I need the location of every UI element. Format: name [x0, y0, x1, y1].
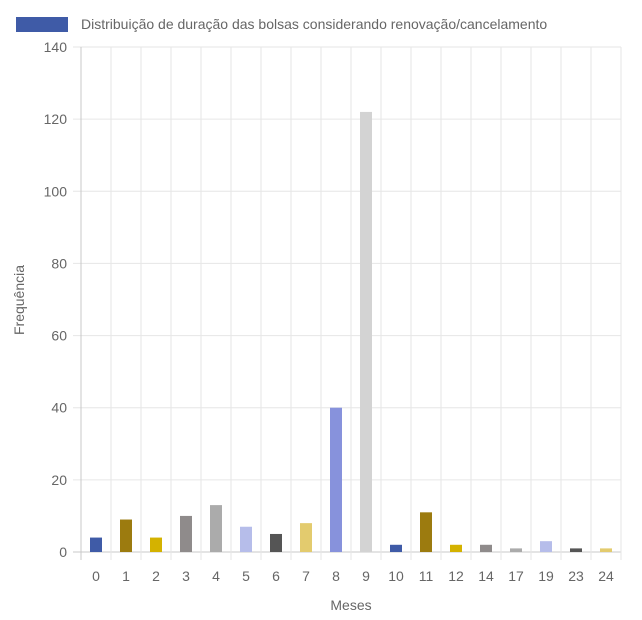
- x-tick-label: 7: [302, 568, 310, 584]
- y-tick-label: 20: [51, 472, 67, 488]
- x-tick-label: 10: [388, 568, 404, 584]
- y-tick-label: 40: [51, 400, 67, 416]
- bar-14[interactable]: [480, 544, 492, 552]
- bar-6[interactable]: [270, 533, 282, 552]
- legend-label: Distribuição de duração das bolsas consi…: [81, 16, 547, 32]
- x-tick-label: 17: [508, 568, 524, 584]
- bar-24[interactable]: [600, 548, 612, 552]
- bar-17[interactable]: [510, 548, 522, 552]
- bar-0[interactable]: [90, 537, 102, 552]
- bar-7[interactable]: [300, 523, 312, 552]
- x-axis-title: Meses: [330, 597, 371, 613]
- legend[interactable]: Distribuição de duração das bolsas consi…: [16, 16, 547, 32]
- bar-4[interactable]: [210, 505, 222, 552]
- bars: [90, 111, 612, 552]
- x-tick-label: 12: [448, 568, 464, 584]
- bar-9[interactable]: [360, 111, 372, 552]
- x-tick-label: 3: [182, 568, 190, 584]
- bar-8[interactable]: [330, 407, 342, 552]
- y-tick-label: 140: [44, 39, 68, 55]
- bar-5[interactable]: [240, 526, 252, 552]
- x-tick-label: 5: [242, 568, 250, 584]
- bar-3[interactable]: [180, 515, 192, 552]
- y-tick-label: 0: [59, 544, 67, 560]
- x-tick-label: 11: [419, 568, 434, 584]
- x-tick-label: 4: [212, 568, 220, 584]
- bar-1[interactable]: [120, 519, 132, 552]
- bar-19[interactable]: [540, 541, 552, 552]
- x-tick-label: 1: [122, 568, 130, 584]
- y-tick-label: 100: [44, 183, 68, 199]
- y-tick-label: 120: [44, 111, 68, 127]
- y-axis-title: Frequência: [11, 265, 27, 335]
- x-tick-label: 14: [478, 568, 494, 584]
- y-axis-ticks: 0 20 40 60 80 100 120 140: [44, 39, 68, 560]
- x-tick-label: 0: [92, 568, 100, 584]
- y-tick-label: 60: [51, 328, 67, 344]
- bar-12[interactable]: [450, 544, 462, 552]
- bar-11[interactable]: [420, 512, 432, 552]
- grid-lines: [73, 46, 622, 560]
- bar-10[interactable]: [390, 544, 402, 552]
- x-tick-label: 19: [538, 568, 554, 584]
- bar-23[interactable]: [570, 548, 582, 552]
- y-tick-label: 80: [51, 255, 67, 271]
- x-axis-ticks: 0 1 2 3 4 5 6 7 8 9 10 11 12 14 17 19 23 24: [92, 568, 614, 584]
- legend-swatch: [16, 17, 68, 32]
- bar-2[interactable]: [150, 537, 162, 552]
- x-tick-label: 6: [272, 568, 280, 584]
- x-tick-label: 8: [332, 568, 340, 584]
- x-tick-label: 24: [598, 568, 614, 584]
- x-tick-label: 2: [152, 568, 160, 584]
- x-tick-label: 9: [362, 568, 370, 584]
- x-tick-label: 23: [568, 568, 584, 584]
